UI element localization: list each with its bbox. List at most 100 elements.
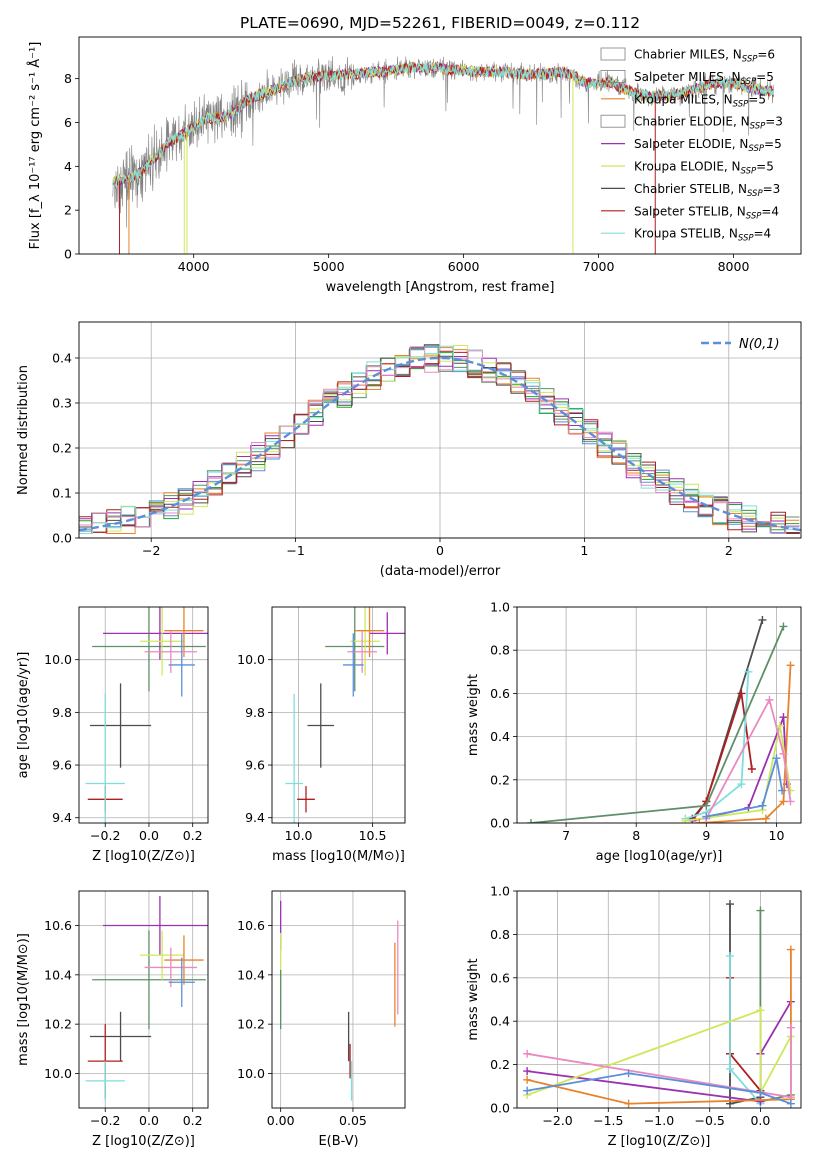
weight-point-marker — [772, 754, 781, 763]
weight-point-marker — [758, 801, 767, 810]
errorbar-point — [342, 633, 364, 697]
legend-entry-base: Chabrier STELIB, N — [634, 182, 747, 196]
y-tick-label: 10.0 — [237, 652, 265, 667]
errorbar-point — [89, 683, 152, 768]
plot-area-z-mass — [85, 895, 208, 1101]
axes-frame — [271, 606, 406, 824]
weight-series-line — [759, 910, 792, 1103]
legend-entry-tail: =5 — [756, 160, 774, 174]
y-axis-label: Flux [f_λ 10⁻¹⁷ erg cm⁻² s⁻¹ Å⁻¹] — [27, 42, 43, 250]
legend-entry-label: N(0,1) — [739, 337, 780, 352]
weight-point-marker — [747, 765, 756, 773]
legend-entry-label: Kroupa STELIB, NSSP=4 — [634, 227, 771, 244]
y-axis-label: mass weight — [466, 674, 481, 756]
plot-area-mass-age — [285, 607, 405, 823]
weight-series-line — [526, 1072, 792, 1105]
plot-area-age-weight — [527, 615, 795, 823]
x-axis-label: Z [log10(Z/Z⊙)] — [92, 1134, 195, 1149]
residual-histogram — [79, 352, 800, 533]
plot-area-spectrum — [112, 56, 775, 254]
axes-frame — [78, 890, 209, 1109]
weight-series-line — [729, 956, 762, 1105]
legend-entry-base: Chabrier ELODIE, N — [634, 115, 750, 129]
legend-entry-label: Kroupa MILES, NSSP=5 — [634, 92, 766, 109]
legend-entry-base: Kroupa STELIB, N — [634, 227, 738, 241]
residual-histogram — [79, 350, 800, 533]
weight-point-marker — [523, 1067, 532, 1076]
weight-point-marker — [786, 661, 795, 670]
legend-entry-label: Chabrier ELODIE, NSSP=3 — [634, 115, 783, 132]
y-tick-label: 0.2 — [490, 1057, 510, 1072]
weight-point-marker — [786, 797, 795, 806]
weight-point-marker — [737, 689, 746, 698]
weight-point-marker — [786, 945, 795, 954]
weight-point-marker — [779, 622, 788, 631]
errorbar-point — [92, 930, 206, 1030]
y-tick-label: 9.8 — [52, 705, 72, 720]
errorbar-point — [164, 935, 204, 985]
x-tick-label: 0.2 — [183, 1113, 203, 1128]
x-tick-label: 0.2 — [183, 828, 203, 843]
legend-entry-sub: SSP — [746, 211, 762, 221]
plot-area-z-weight — [523, 900, 795, 1108]
y-tick-label: 6 — [64, 115, 72, 130]
errorbar-point — [144, 947, 198, 988]
y-tick-label: 10.2 — [237, 1017, 265, 1032]
weight-point-marker — [786, 1023, 795, 1032]
errorbar-point — [307, 683, 335, 768]
x-tick-label: −0.2 — [90, 828, 120, 843]
residual-legend: N(0,1) — [701, 337, 780, 352]
legend-entry-sub: SSP — [733, 99, 749, 109]
legend-entry-base: Chabrier MILES, N — [634, 48, 742, 62]
x-tick-label: −1.0 — [644, 1113, 674, 1128]
normal-curve — [79, 356, 801, 532]
legend-entry-sub: SSP — [742, 55, 758, 65]
y-tick-label: 4 — [64, 159, 72, 174]
axes-frame — [271, 890, 406, 1109]
x-axis-label: mass [log10(M/M⊙)] — [272, 849, 405, 864]
y-tick-label: 0.3 — [52, 396, 72, 411]
x-tick-label: 0 — [436, 543, 444, 558]
x-axis-label: wavelength [Angstrom, rest frame] — [326, 280, 555, 295]
errorbar-point — [144, 630, 198, 673]
y-tick-label: 0.0 — [52, 531, 72, 546]
weight-point-marker — [744, 667, 753, 676]
axes-frame — [78, 36, 802, 255]
x-tick-label: 7 — [562, 828, 570, 843]
errorbar-point — [168, 633, 195, 697]
weight-point-marker — [765, 695, 774, 704]
x-tick-label: 4000 — [178, 259, 210, 274]
legend-swatch — [600, 70, 626, 83]
legend-entry-sub: SSP — [741, 77, 757, 87]
weight-point-marker — [523, 1075, 532, 1084]
y-tick-label: 0.8 — [490, 643, 510, 658]
weight-series-line — [705, 697, 792, 820]
y-tick-label: 0.4 — [490, 1014, 510, 1029]
weight-point-marker — [779, 713, 788, 722]
y-tick-label: 0.4 — [490, 729, 510, 744]
errorbar-point — [85, 1061, 125, 1101]
legend-entry-tail: =5 — [756, 70, 774, 84]
errorbar-point — [168, 957, 195, 1007]
y-tick-label: 0.2 — [52, 441, 72, 456]
x-tick-label: 0.0 — [750, 1113, 770, 1128]
axes-spectrum: 4000 5000 6000 7000 8000 0 2 4 6 8 wavelength [Ang… — [27, 36, 802, 295]
plot-area-z-age — [85, 607, 208, 823]
errorbar-point — [103, 607, 208, 660]
legend-entry-sub: SSP — [750, 122, 766, 132]
x-tick-label: −0.5 — [695, 1113, 725, 1128]
x-tick-label: 1 — [580, 543, 588, 558]
x-tick-label: 0.0 — [139, 828, 159, 843]
y-tick-label: 0.8 — [490, 927, 510, 942]
x-axis-label: (data-model)/error — [380, 564, 501, 579]
x-tick-label: 10.0 — [285, 828, 313, 843]
model-line — [112, 61, 774, 188]
weight-point-marker — [775, 721, 784, 730]
weight-point-marker — [702, 801, 711, 810]
weight-point-marker — [702, 812, 711, 821]
legend-entry-label: Kroupa ELODIE, NSSP=5 — [634, 160, 774, 177]
x-axis-label: E(B-V) — [318, 1134, 358, 1149]
weight-point-marker — [624, 1099, 633, 1108]
legend-entry-tail: =3 — [763, 182, 781, 196]
